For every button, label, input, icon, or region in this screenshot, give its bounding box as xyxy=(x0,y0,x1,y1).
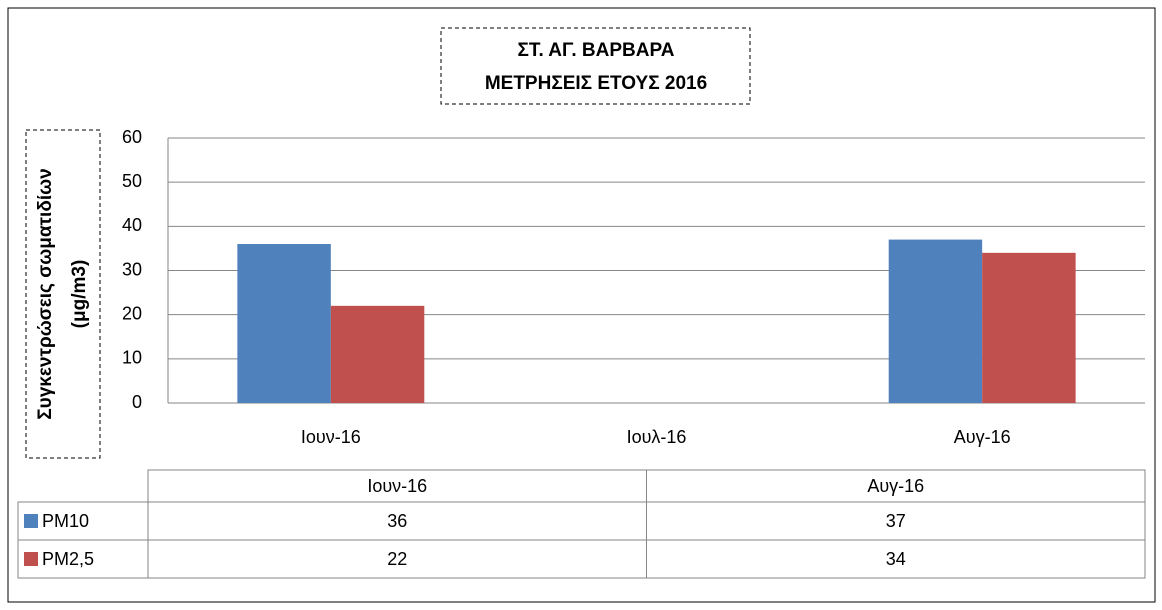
table-header: Αυγ-16 xyxy=(867,476,924,496)
bar xyxy=(982,252,1076,403)
chart-title: ΜΕΤΡΗΣΕΙΣ ΕΤΟΥΣ 2016 xyxy=(485,73,707,94)
legend-swatch xyxy=(24,514,38,528)
y-tick-label: 40 xyxy=(122,215,142,235)
y-label-box xyxy=(25,129,101,459)
legend-swatch xyxy=(24,552,38,566)
legend-label: PM2,5 xyxy=(42,549,94,569)
table-row xyxy=(17,539,1146,579)
chart-title: ΣΤ. ΑΓ. ΒΑΡΒΑΡΑ xyxy=(518,40,675,61)
table-value: 37 xyxy=(886,511,906,531)
y-tick-label: 60 xyxy=(122,127,142,147)
x-tick-label: Ιουλ-16 xyxy=(627,427,687,447)
y-tick-label: 30 xyxy=(122,259,142,279)
table-value: 36 xyxy=(387,511,407,531)
x-tick-label: Αυγ-16 xyxy=(954,427,1011,447)
bar xyxy=(237,244,331,403)
y-tick-label: 0 xyxy=(132,392,142,412)
y-tick-label: 10 xyxy=(122,348,142,368)
x-tick-label: Ιουν-16 xyxy=(301,427,361,447)
table-value: 22 xyxy=(387,549,407,569)
table-value: 34 xyxy=(886,549,906,569)
y-tick-label: 50 xyxy=(122,171,142,191)
bar xyxy=(330,305,425,403)
y-axis-label: Συγκεντρώσεις σωματιδίων xyxy=(35,168,56,419)
y-axis-label: (μg/m3) xyxy=(69,260,90,329)
legend-label: PM10 xyxy=(42,511,89,531)
y-tick-label: 20 xyxy=(122,303,142,323)
bar xyxy=(888,239,983,403)
table-header: Ιουν-16 xyxy=(367,476,427,496)
title-box xyxy=(440,27,751,105)
